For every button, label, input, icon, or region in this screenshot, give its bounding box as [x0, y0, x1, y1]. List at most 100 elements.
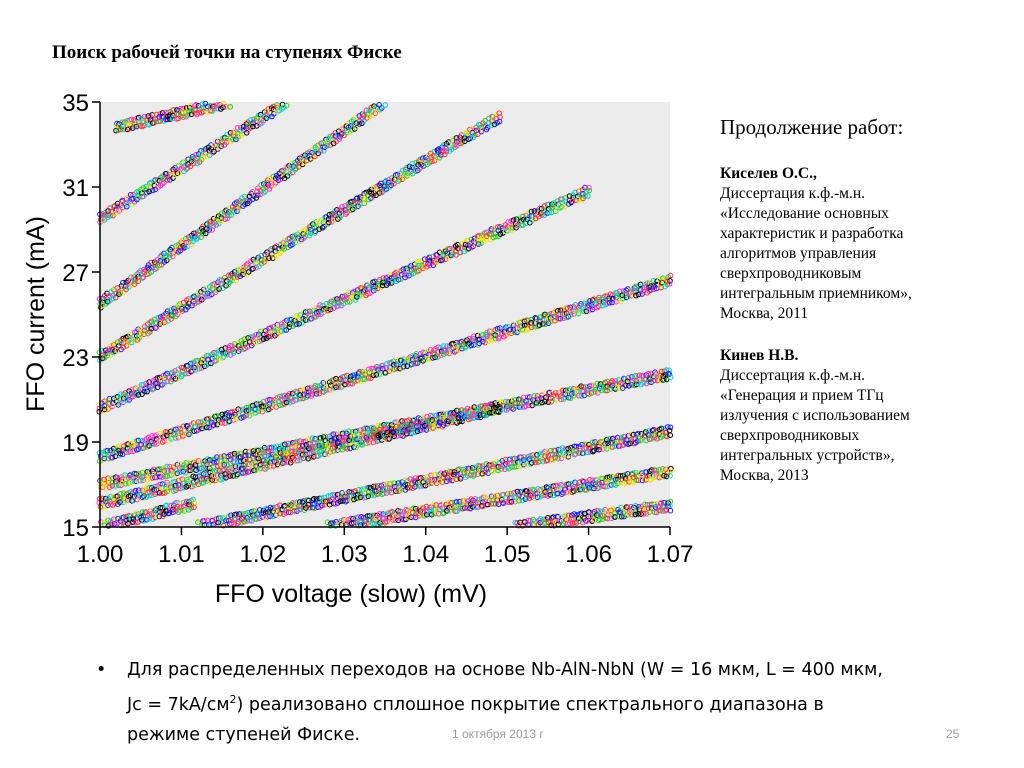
data-point [424, 263, 430, 270]
data-point [364, 115, 370, 121]
data-point [300, 395, 306, 402]
data-point [113, 127, 119, 134]
data-point [400, 363, 407, 370]
data-point [296, 321, 303, 327]
data-point [393, 428, 400, 435]
data-point [405, 514, 411, 521]
data-point [604, 436, 610, 443]
data-point [440, 474, 447, 480]
data-point [471, 471, 478, 478]
data-point [652, 504, 659, 510]
data-point [355, 431, 361, 437]
data-point [481, 411, 488, 418]
data-point [588, 382, 595, 389]
data-point [106, 484, 113, 491]
data-point [377, 431, 384, 438]
data-point [101, 455, 108, 462]
data-point [601, 445, 608, 452]
data-point [224, 461, 230, 468]
data-point [596, 303, 602, 310]
data-point [220, 104, 226, 111]
data-point [129, 282, 135, 288]
data-point [523, 220, 530, 226]
data-point [596, 446, 602, 453]
data-point [643, 437, 649, 444]
data-point [372, 286, 378, 292]
data-point [141, 331, 147, 338]
data-point [392, 272, 399, 279]
work-line: «Генерация и прием ТГц [720, 387, 884, 404]
data-point [653, 428, 660, 434]
data-point [515, 522, 522, 529]
data-point [232, 459, 238, 465]
data-point [446, 504, 453, 511]
data-point [591, 512, 598, 519]
data-point [194, 235, 201, 241]
data-point [493, 458, 500, 465]
data-point [526, 402, 532, 409]
data-point [575, 197, 581, 203]
data-point [221, 415, 228, 421]
data-point [206, 360, 212, 367]
data-point [500, 403, 507, 409]
data-point [482, 469, 488, 476]
data-point [483, 465, 490, 472]
data-point [591, 485, 597, 492]
data-point [157, 321, 163, 327]
data-point [582, 487, 588, 493]
data-point [635, 380, 641, 387]
data-point [619, 292, 626, 299]
y-tick-label: 31 [62, 175, 89, 202]
data-point [403, 268, 409, 274]
data-point [539, 212, 545, 218]
data-point [661, 472, 667, 479]
data-point [552, 308, 558, 315]
data-point [191, 504, 197, 511]
data-point [557, 315, 564, 322]
data-point [635, 470, 642, 476]
data-point [106, 478, 113, 485]
data-point [379, 437, 385, 443]
data-point [373, 515, 380, 522]
data-point [438, 152, 444, 158]
data-point [406, 426, 412, 432]
data-point [584, 449, 591, 456]
data-point [122, 481, 129, 487]
data-point [258, 182, 265, 188]
data-point [317, 148, 324, 154]
data-point [147, 475, 153, 482]
data-point [371, 521, 378, 527]
bullet-line-1: Для распределенных переходов на основе N… [127, 660, 883, 680]
data-point [133, 123, 140, 130]
data-point [227, 104, 234, 110]
data-point [643, 510, 650, 517]
x-tick-label: 1.02 [239, 541, 286, 568]
data-point [266, 186, 273, 192]
data-point [177, 507, 184, 514]
data-point [409, 361, 415, 367]
data-point [318, 443, 325, 449]
data-point [379, 282, 386, 289]
data-point [215, 519, 222, 526]
data-point [348, 497, 355, 504]
data-point [140, 274, 147, 280]
data-point [430, 425, 436, 431]
data-point [511, 464, 518, 470]
data-point [583, 308, 590, 315]
data-point [284, 459, 291, 465]
data-point [470, 243, 477, 249]
data-point [279, 396, 285, 403]
data-point [253, 516, 260, 522]
data-point [239, 341, 246, 347]
data-point [131, 281, 138, 288]
data-point [117, 522, 124, 529]
data-point [324, 519, 331, 526]
data-point [667, 272, 674, 279]
data-point [211, 349, 217, 356]
data-point [349, 437, 355, 444]
data-point [416, 262, 422, 269]
data-point [632, 372, 639, 379]
data-point [480, 126, 486, 133]
data-point [257, 191, 264, 197]
data-point [159, 181, 166, 187]
